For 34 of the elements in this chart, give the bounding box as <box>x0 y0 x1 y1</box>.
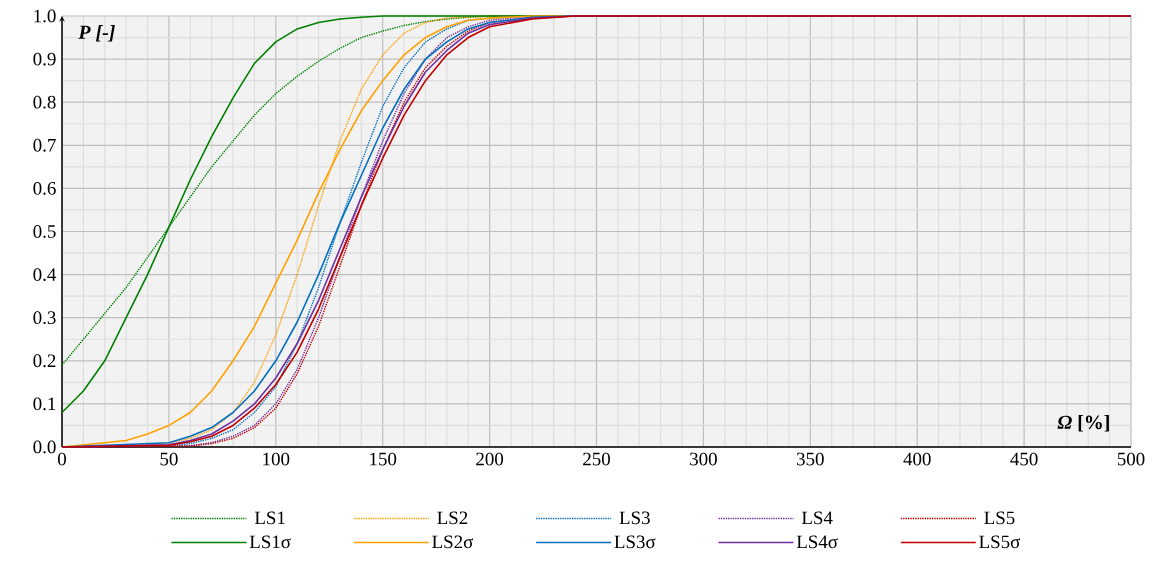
y-tick-label: 0.7 <box>33 138 56 152</box>
legend-label: LS1 <box>254 511 285 525</box>
y-tick-label: 0.2 <box>33 354 56 368</box>
legend-label: LS2 <box>437 511 468 525</box>
y-tick-label: 0.6 <box>33 181 56 195</box>
legend-label: LS3 <box>619 511 650 525</box>
y-tick-label: 0.3 <box>33 311 56 325</box>
x-tick-label: 300 <box>690 452 717 466</box>
y-tick-label: 1.0 <box>34 9 56 23</box>
y-tick-label: 0.1 <box>33 397 56 411</box>
x-tick-label: 100 <box>263 452 290 466</box>
x-tick-label: 450 <box>1010 452 1038 466</box>
x-tick-label: 0 <box>58 452 67 466</box>
x-tick-label: 250 <box>583 452 610 466</box>
x-tick-label: 200 <box>476 452 504 466</box>
x-tick-label: 150 <box>370 452 397 466</box>
x-tick-label: 50 <box>160 452 178 466</box>
legend-label: LS5σ <box>979 535 1021 549</box>
x-tick-label: 500 <box>1117 452 1145 466</box>
legend-label: LS5 <box>984 511 1015 525</box>
legend-label: LS2σ <box>432 535 474 549</box>
legend-label: LS4 <box>801 511 833 525</box>
y-tick-label: 0.4 <box>33 268 57 282</box>
x-tick-label: 400 <box>903 452 931 466</box>
legend-label: LS4σ <box>796 535 838 549</box>
legend-label: LS3σ <box>614 535 656 549</box>
y-tick-label: 0.5 <box>33 225 56 238</box>
x-axis-title: Ω [%] <box>1057 415 1109 432</box>
y-axis-title: P [-] <box>78 24 115 42</box>
x-tick-label: 350 <box>797 452 824 466</box>
legend-label: LS1σ <box>249 535 291 549</box>
y-tick-label: 0.0 <box>33 440 56 454</box>
y-tick-label: 0.9 <box>33 52 56 66</box>
y-tick-label: 0.8 <box>33 95 56 109</box>
